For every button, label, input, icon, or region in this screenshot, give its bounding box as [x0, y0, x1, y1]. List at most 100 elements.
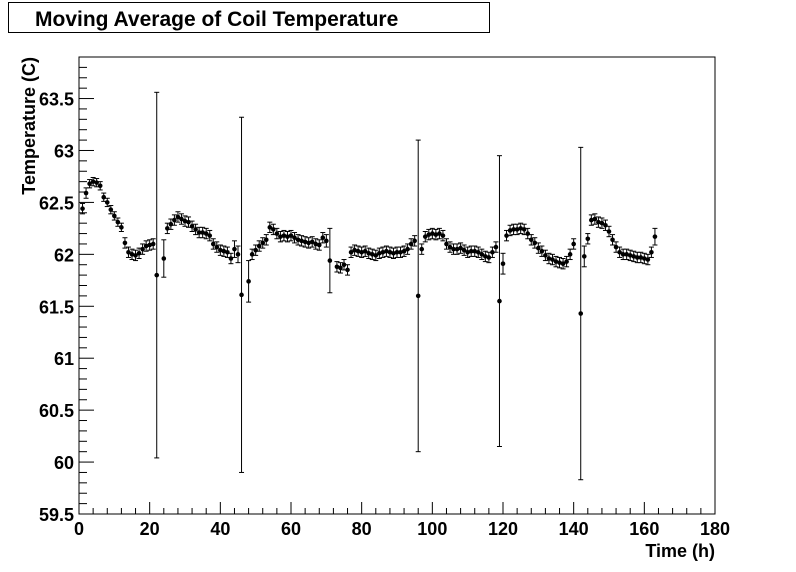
point-marker — [613, 244, 619, 250]
point-marker — [475, 249, 481, 255]
point-marker — [313, 241, 319, 247]
data-point — [398, 246, 404, 258]
y-tick-label: 63.5 — [39, 90, 74, 110]
point-marker — [218, 247, 223, 253]
point-marker — [405, 246, 410, 252]
data-point — [535, 242, 541, 254]
data-point — [334, 261, 340, 273]
point-marker — [278, 234, 283, 239]
point-marker — [532, 240, 538, 246]
data-point — [454, 243, 460, 255]
point-marker — [468, 248, 474, 254]
data-point — [125, 246, 131, 258]
data-point — [433, 228, 439, 241]
point-marker — [200, 230, 205, 235]
data-point — [306, 237, 312, 249]
plot-frame — [78, 56, 716, 515]
data-point — [376, 247, 382, 259]
data-point — [122, 237, 128, 249]
data-point — [355, 245, 361, 257]
point-marker — [165, 226, 170, 231]
point-marker — [528, 237, 534, 243]
data-point — [571, 238, 577, 250]
x-tick-label: 160 — [629, 519, 659, 539]
data-point — [154, 91, 160, 459]
data-point — [383, 245, 389, 257]
data-point — [631, 250, 637, 263]
point-marker — [225, 249, 230, 255]
data-point — [369, 248, 375, 261]
data-point — [80, 202, 86, 215]
data-point — [567, 248, 573, 261]
data-point — [602, 219, 608, 231]
x-tick-label: 20 — [140, 519, 160, 539]
point-marker — [299, 238, 304, 244]
data-point — [203, 227, 209, 240]
point-marker — [408, 241, 414, 247]
data-point — [352, 244, 358, 256]
point-marker — [504, 233, 509, 238]
point-marker — [256, 243, 262, 249]
data-point — [592, 213, 598, 225]
y-axis-title: Temperature (C) — [19, 57, 39, 195]
point-marker — [302, 239, 308, 245]
data-point — [641, 252, 647, 265]
data-point — [228, 252, 234, 265]
data-point — [472, 245, 478, 257]
point-marker — [536, 245, 541, 251]
point-marker — [514, 227, 520, 232]
data-point — [595, 216, 601, 228]
x-tick-label: 40 — [210, 519, 230, 539]
point-marker — [642, 256, 647, 261]
data-point — [465, 246, 471, 258]
point-marker — [179, 216, 184, 222]
point-marker — [274, 231, 280, 236]
point-marker — [571, 241, 576, 247]
data-point — [90, 176, 96, 187]
data-point — [387, 246, 393, 258]
data-point — [309, 236, 315, 248]
point-marker — [497, 298, 502, 304]
point-marker — [433, 232, 439, 237]
point-marker — [479, 252, 485, 257]
point-marker — [260, 240, 266, 246]
data-point — [549, 253, 555, 266]
data-point — [274, 227, 280, 240]
data-point — [415, 139, 421, 453]
point-marker — [394, 249, 400, 255]
data-point — [313, 238, 319, 250]
point-marker — [246, 279, 251, 284]
data-point — [412, 235, 418, 247]
point-marker — [461, 247, 467, 253]
point-marker — [415, 293, 421, 299]
point-marker — [652, 234, 658, 239]
point-marker — [327, 258, 333, 263]
data-point — [182, 215, 188, 227]
data-point — [171, 214, 177, 226]
point-marker — [324, 238, 329, 244]
data-point — [161, 239, 167, 278]
point-marker — [150, 241, 156, 247]
data-point — [617, 246, 623, 258]
data-point — [239, 116, 245, 473]
point-marker — [483, 254, 488, 259]
point-marker — [589, 217, 594, 223]
y-tick-label: 59.5 — [39, 505, 74, 525]
point-marker — [627, 253, 633, 258]
point-marker — [168, 221, 174, 227]
point-marker — [83, 190, 89, 196]
data-point — [390, 247, 396, 259]
point-marker — [119, 225, 124, 230]
data-point — [214, 241, 220, 253]
data-point — [507, 224, 513, 237]
data-point — [104, 197, 110, 208]
point-marker — [631, 254, 637, 259]
data-point — [178, 213, 184, 225]
chart-title-box: Moving Average of Coil Temperature — [8, 2, 490, 33]
point-marker — [500, 261, 506, 266]
data-point — [468, 245, 474, 257]
point-marker — [101, 194, 107, 200]
point-marker — [362, 248, 368, 254]
point-marker — [285, 234, 290, 239]
data-point — [118, 222, 124, 232]
